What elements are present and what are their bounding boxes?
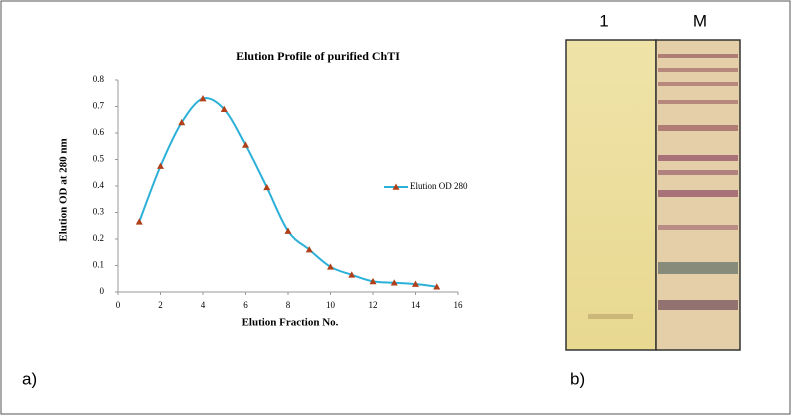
marker <box>199 95 207 102</box>
x-tick-label: 8 <box>286 300 291 310</box>
y-tick-label: 0.7 <box>93 101 105 111</box>
y-tick-label: 0.4 <box>93 180 105 190</box>
y-tick-label: 0.6 <box>93 127 105 137</box>
marker <box>369 277 377 285</box>
marker <box>157 162 164 169</box>
gel <box>565 39 741 351</box>
legend-label: Elution OD 280 <box>410 181 468 191</box>
x-tick-label: 12 <box>369 300 378 310</box>
marker <box>305 246 313 253</box>
marker <box>412 280 419 287</box>
legend-marker <box>392 183 400 190</box>
y-tick-label: 0.1 <box>93 260 104 270</box>
x-axis-label: Elution Fraction No. <box>242 317 339 329</box>
y-tick-label: 0.5 <box>93 154 105 164</box>
y-tick-label: 0.2 <box>93 233 104 243</box>
marker <box>348 271 356 278</box>
y-tick-label: 0.3 <box>93 207 105 217</box>
lane-label: M <box>693 11 707 30</box>
y-tick-label: 0 <box>100 286 105 296</box>
marker <box>135 218 143 225</box>
x-tick-label: 0 <box>116 300 121 310</box>
marker <box>327 263 334 270</box>
x-tick-label: 14 <box>411 300 421 310</box>
x-tick-label: 16 <box>454 300 464 310</box>
x-tick-label: 10 <box>326 300 336 310</box>
y-tick-label: 0.8 <box>93 74 105 84</box>
marker <box>242 141 249 148</box>
marker <box>433 283 441 290</box>
chart-title: Elution Profile of purified ChTI <box>236 49 400 63</box>
marker <box>178 118 186 126</box>
panel-label: b) <box>570 369 585 388</box>
x-tick-label: 4 <box>201 300 206 310</box>
marker <box>390 279 398 286</box>
x-tick-label: 2 <box>158 300 163 310</box>
lane-label: 1 <box>599 11 608 30</box>
x-tick-label: 6 <box>243 300 248 310</box>
y-axis-label: Elution OD at 280 nm <box>58 138 70 241</box>
marker <box>263 183 271 191</box>
marker <box>220 105 228 112</box>
panel-label: a) <box>22 369 37 388</box>
marker <box>284 227 292 234</box>
